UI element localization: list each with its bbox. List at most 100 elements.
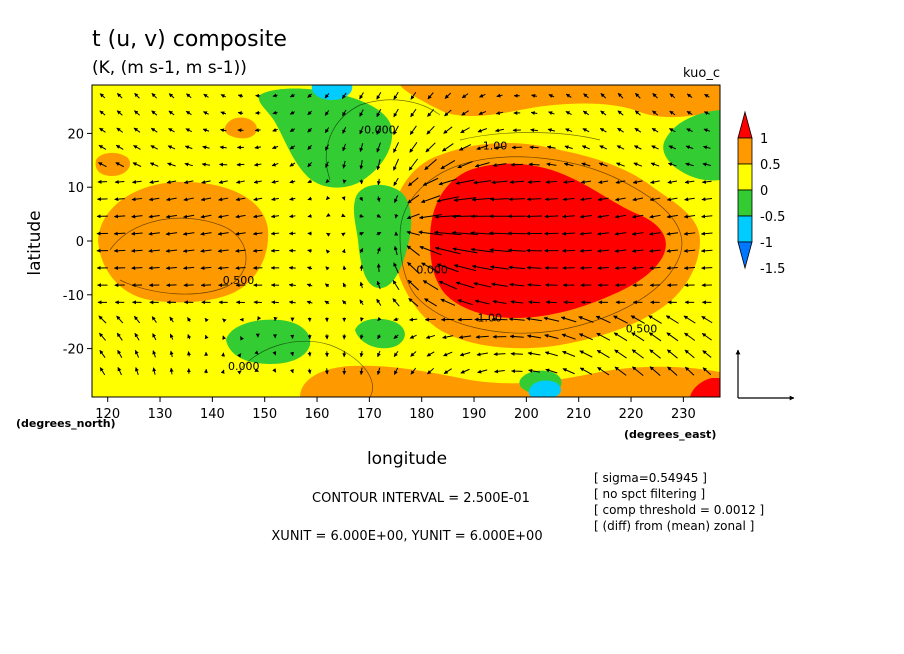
wind-vector [235, 231, 246, 236]
wind-vector [342, 126, 347, 134]
wind-vector [217, 266, 229, 271]
wind-vector [200, 231, 212, 236]
contour-label: 0.000 [364, 123, 396, 136]
wind-vector [427, 109, 435, 117]
info-line: [ (diff) from (mean) zonal ] [594, 519, 754, 533]
wind-vector [325, 249, 331, 254]
wind-vector [701, 332, 712, 341]
wind-vector [393, 245, 398, 256]
wind-vector [510, 351, 523, 356]
x-tick-label: 220 [619, 407, 644, 422]
wind-vector [271, 300, 279, 305]
wind-vector [114, 179, 125, 184]
wind-vector [600, 93, 607, 99]
wind-vector [409, 142, 418, 153]
x-tick-label: 140 [200, 407, 225, 422]
wind-vector [359, 232, 364, 236]
wind-vector [701, 265, 713, 270]
wind-vector [686, 110, 693, 116]
wind-vector [702, 350, 712, 358]
wind-vector [307, 127, 313, 133]
wind-vector [307, 93, 313, 98]
wind-vector [359, 160, 364, 170]
contour-lines [109, 99, 683, 397]
wind-vector [545, 180, 558, 185]
wind-vector [565, 110, 572, 115]
wind-vector [359, 281, 364, 289]
wind-vector [648, 315, 662, 324]
wind-vector [290, 351, 294, 357]
wind-vector [272, 110, 278, 115]
x-tick-label: 200 [514, 407, 539, 422]
wind-vector [490, 265, 509, 270]
wind-vector [460, 368, 470, 374]
wind-vector [530, 128, 538, 133]
wind-vector [631, 214, 644, 219]
y-tick-label: -10 [63, 289, 84, 304]
wind-vector [341, 213, 346, 218]
wind-vector [508, 317, 525, 322]
wind-vector [455, 179, 475, 185]
wind-vector [684, 332, 696, 341]
wind-vector [307, 144, 313, 150]
wind-vector [394, 195, 399, 203]
wind-vector [632, 366, 644, 377]
wind-vector [99, 93, 106, 99]
wind-vector [342, 300, 347, 305]
wind-vector [341, 232, 346, 237]
wind-vector [218, 180, 228, 184]
wind-vector [202, 145, 210, 150]
wind-vector [200, 248, 212, 253]
wind-vector [359, 350, 364, 358]
wind-vector [561, 333, 576, 340]
wind-vector [168, 127, 175, 133]
wind-vector [326, 212, 331, 217]
wind-vector [271, 162, 279, 167]
wind-vector [306, 266, 313, 271]
wind-vector [632, 197, 644, 202]
wind-vector [547, 128, 556, 133]
wind-vector [597, 231, 610, 236]
wind-vector [703, 111, 710, 116]
wind-vector [222, 335, 227, 340]
wind-vector [132, 179, 142, 184]
wind-vector [666, 248, 679, 253]
wind-vector [358, 196, 364, 202]
wind-vector [702, 162, 712, 167]
wind-vector [443, 368, 452, 375]
wind-vector [652, 93, 658, 99]
wind-vector [614, 266, 627, 271]
wind-vector [613, 332, 628, 342]
wind-vector [306, 283, 313, 288]
wind-vector [393, 334, 399, 339]
wind-vector [597, 266, 609, 271]
region-green-central [353, 184, 412, 289]
contour-label: 0.500 [223, 274, 255, 287]
colorbar-bottom-cap [737, 241, 753, 270]
chart-subtitle: (K, (m s-1, m s-1)) [92, 58, 247, 78]
wind-vector [509, 180, 525, 185]
wind-vector [359, 367, 364, 376]
wind-vector [684, 197, 695, 202]
wind-vector [476, 145, 489, 151]
wind-vector [134, 332, 140, 341]
x-tick-label: 120 [95, 407, 120, 422]
colorbar-swatch [737, 163, 753, 191]
wind-vector [528, 162, 540, 167]
wind-vector-field [96, 91, 713, 377]
wind-vector [526, 197, 542, 202]
wind-vector [510, 162, 523, 167]
wind-vector [545, 300, 557, 305]
wind-vector [254, 128, 261, 133]
wind-vector [452, 247, 478, 254]
wind-vector [376, 142, 381, 153]
wind-vector [272, 350, 277, 356]
wind-vector [166, 180, 177, 184]
wind-vector [598, 180, 609, 185]
wind-vector [254, 162, 262, 167]
wind-vector [526, 334, 542, 339]
y-axis: 20 10 0 -10 -20 [63, 127, 92, 358]
wind-vector [324, 144, 330, 151]
wind-vector [359, 213, 364, 218]
wind-vector [703, 128, 711, 133]
